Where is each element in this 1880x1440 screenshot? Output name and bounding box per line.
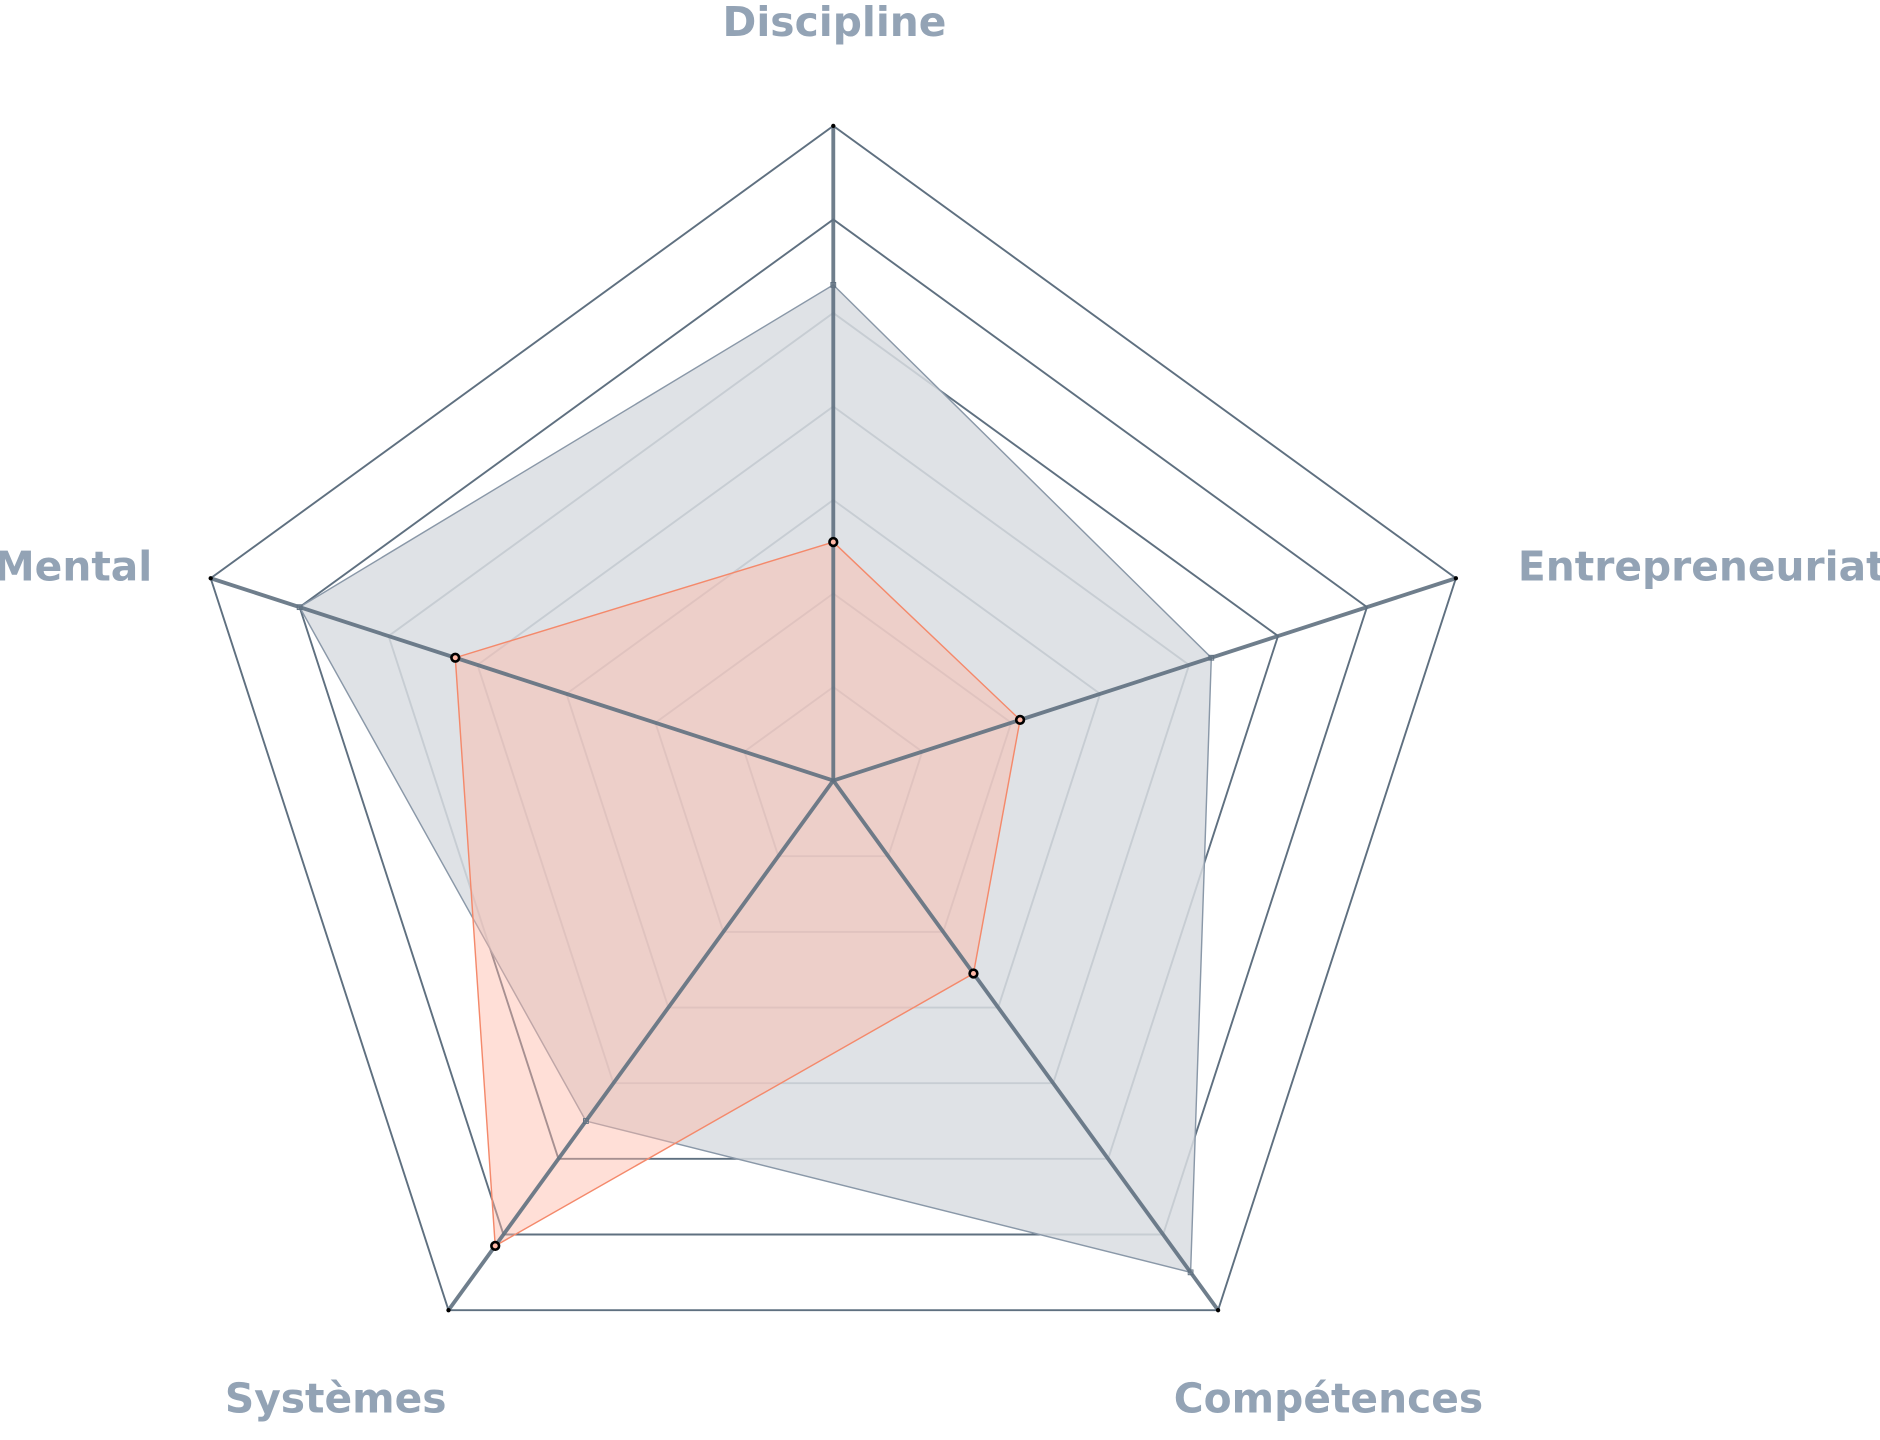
- series-1-point-0: [830, 282, 837, 288]
- axis-label-mental: Mental: [0, 542, 152, 590]
- axis-end-dot-3: [446, 1308, 451, 1313]
- axis-label-competences: Compétences: [1174, 1374, 1483, 1422]
- radar-series: [298, 283, 1213, 1274]
- series-1-point-4: [296, 604, 303, 611]
- series-1-point-2: [1187, 1269, 1194, 1276]
- radar-axes: [210, 125, 1457, 1312]
- axis-line-2: [831, 779, 1220, 1312]
- series-2-point-0: [828, 536, 839, 548]
- grid-ring-6: [298, 218, 1369, 1236]
- series-1-point-1: [1208, 654, 1215, 661]
- series-2-point-1: [1014, 714, 1026, 726]
- grid-ring-7: [209, 124, 1458, 1312]
- axis-line-4: [210, 576, 834, 783]
- radar-markers: [208, 123, 1459, 1313]
- axis-line-3: [446, 779, 835, 1312]
- series-2-point-2: [968, 968, 979, 979]
- series-2-point-3: [490, 1240, 501, 1252]
- axis-label-entrepreneuriat: Entrepreneuriat: [1518, 542, 1880, 590]
- axis-end-dot-2: [1215, 1308, 1221, 1313]
- axis-line-1: [832, 576, 1457, 783]
- axis-end-dot-4: [208, 576, 213, 581]
- axis-label-systemes: Systèmes: [225, 1374, 447, 1422]
- series-2-point-4: [450, 652, 461, 663]
- series-1-point-3: [583, 1118, 589, 1124]
- axis-end-dot-1: [1453, 576, 1459, 581]
- axis-end-dot-0: [831, 123, 836, 129]
- series-area-2: [454, 541, 1021, 1248]
- series-area-1: [298, 283, 1213, 1274]
- axis-label-discipline: Discipline: [723, 0, 947, 46]
